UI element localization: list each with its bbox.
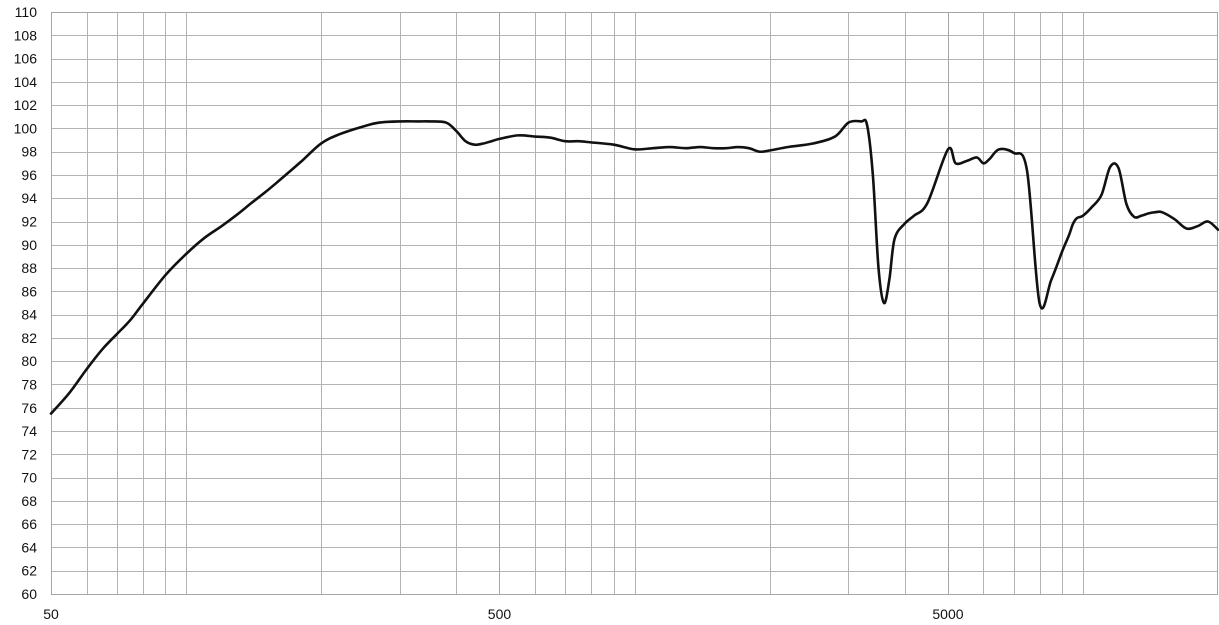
y-tick-label: 72 [21, 446, 37, 462]
y-tick-label: 66 [21, 516, 37, 532]
y-tick-label: 74 [21, 423, 37, 439]
y-tick-label: 78 [21, 376, 37, 392]
frequency-response-line [49, 118, 1219, 415]
y-tick-label: 82 [21, 330, 37, 346]
x-axis-tick-labels: 50 500 5000 [43, 606, 964, 622]
y-tick-label: 84 [21, 307, 37, 323]
y-tick-label: 60 [21, 586, 37, 602]
x-tick-label: 5000 [932, 606, 963, 622]
y-tick-label: 90 [21, 237, 37, 253]
y-tick-label: 104 [14, 74, 38, 90]
plot-frame [51, 12, 1218, 595]
grid [51, 12, 1218, 595]
y-tick-label: 98 [21, 144, 37, 160]
y-tick-label: 86 [21, 283, 37, 299]
y-tick-label: 92 [21, 214, 37, 230]
y-tick-label: 70 [21, 470, 37, 486]
y-tick-label: 62 [21, 563, 37, 579]
y-tick-label: 100 [14, 120, 38, 136]
y-tick-label: 96 [21, 167, 37, 183]
y-tick-label: 94 [21, 190, 37, 206]
y-tick-label: 68 [21, 493, 37, 509]
x-tick-label: 500 [488, 606, 512, 622]
y-tick-label: 76 [21, 400, 37, 416]
y-tick-label: 64 [21, 539, 37, 555]
y-tick-label: 110 [15, 4, 38, 20]
series-group [49, 118, 1219, 415]
x-tick-label: 50 [43, 606, 59, 622]
y-tick-label: 102 [14, 97, 38, 113]
y-tick-label: 106 [14, 51, 38, 67]
y-axis-tick-labels: 60 62 64 66 68 70 72 74 76 78 80 82 84 86 88 90 92 94 96 98… [14, 4, 38, 602]
y-tick-label: 108 [14, 27, 38, 43]
y-tick-label: 88 [21, 260, 37, 276]
y-tick-label: 80 [21, 353, 37, 369]
